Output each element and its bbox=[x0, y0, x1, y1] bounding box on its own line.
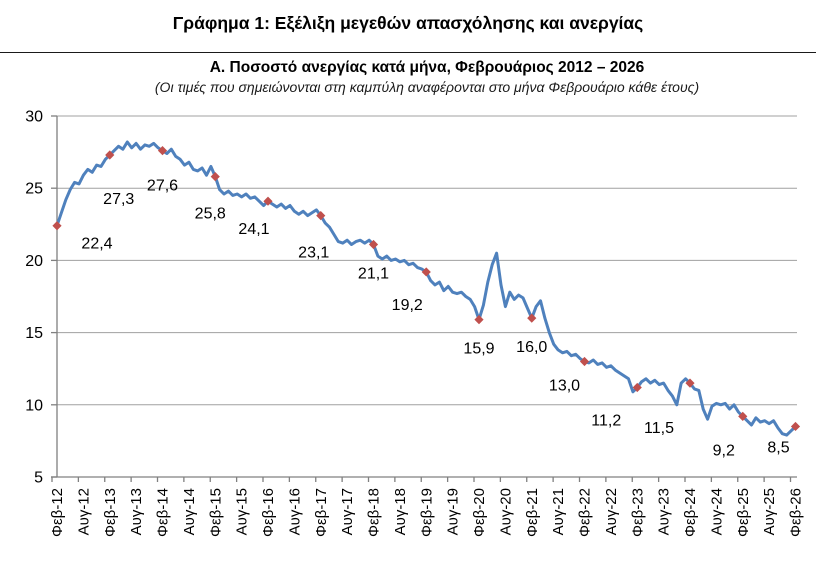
data-label: 9,2 bbox=[713, 442, 735, 459]
data-label: 21,1 bbox=[358, 266, 389, 283]
axes bbox=[51, 115, 797, 482]
marker-diamond bbox=[263, 196, 273, 206]
svg-text:10: 10 bbox=[25, 397, 43, 414]
data-label: 25,8 bbox=[195, 206, 226, 223]
data-label: 15,9 bbox=[463, 341, 494, 358]
data-label: 8,5 bbox=[767, 439, 789, 456]
svg-text:Αυγ-18: Αυγ-18 bbox=[392, 488, 409, 535]
marker-diamond bbox=[527, 313, 537, 323]
data-label: 24,1 bbox=[238, 221, 269, 238]
february-markers bbox=[52, 146, 801, 432]
marker-diamond bbox=[210, 172, 220, 182]
svg-text:Φεβ-24: Φεβ-24 bbox=[682, 488, 699, 537]
data-label: 11,2 bbox=[591, 412, 621, 429]
data-labels: 22,4 27,3 27,6 25,8 24,1 23,1 21,119,2 15,9 16,0… bbox=[81, 178, 789, 460]
svg-text:Φεβ-19: Φεβ-19 bbox=[418, 488, 435, 537]
data-label: 19,2 bbox=[392, 297, 423, 314]
marker-diamond bbox=[685, 378, 695, 388]
figure-title: Γράφημα 1: Εξέλιξη μεγεθών απασχόλησης κ… bbox=[172, 13, 644, 33]
data-label: 16,0 bbox=[516, 339, 547, 356]
marker-diamond bbox=[368, 239, 379, 250]
svg-text:Φεβ-13: Φεβ-13 bbox=[102, 488, 119, 537]
svg-text:Αυγ-21: Αυγ-21 bbox=[550, 488, 567, 535]
data-label: 11,5 bbox=[644, 420, 674, 437]
data-label: 27,3 bbox=[103, 191, 134, 208]
y-axis-labels: 5 10 15 20 25 30 bbox=[25, 109, 43, 487]
svg-text:Φεβ-12: Φεβ-12 bbox=[49, 488, 66, 537]
marker-diamond bbox=[157, 146, 168, 156]
data-label: 23,1 bbox=[298, 245, 329, 262]
svg-text:Αυγ-24: Αυγ-24 bbox=[708, 488, 725, 535]
svg-text:Αυγ-20: Αυγ-20 bbox=[497, 488, 514, 535]
marker-diamond bbox=[52, 221, 62, 231]
svg-text:Φεβ-18: Φεβ-18 bbox=[366, 488, 383, 537]
svg-text:Φεβ-17: Φεβ-17 bbox=[313, 488, 330, 537]
marker-diamond bbox=[579, 356, 590, 367]
svg-text:Φεβ-21: Φεβ-21 bbox=[524, 488, 541, 537]
svg-text:Φεβ-15: Φεβ-15 bbox=[207, 488, 224, 537]
chart-note: (Οι τιμές που σημειώνονται στη καμπύλη α… bbox=[154, 79, 700, 95]
marker-diamond bbox=[421, 267, 431, 277]
svg-text:20: 20 bbox=[25, 253, 43, 270]
svg-text:Φεβ-22: Φεβ-22 bbox=[577, 488, 594, 537]
svg-text:Αυγ-23: Αυγ-23 bbox=[656, 488, 673, 535]
marker-diamond bbox=[790, 421, 801, 432]
svg-text:Φεβ-20: Φεβ-20 bbox=[471, 488, 488, 537]
svg-text:Αυγ-19: Αυγ-19 bbox=[445, 488, 462, 535]
svg-text:Φεβ-16: Φεβ-16 bbox=[260, 488, 277, 537]
svg-text:Αυγ-16: Αυγ-16 bbox=[286, 488, 303, 535]
marker-diamond bbox=[632, 382, 642, 393]
svg-text:Αυγ-15: Αυγ-15 bbox=[234, 488, 251, 535]
svg-text:Φεβ-23: Φεβ-23 bbox=[629, 488, 646, 537]
title-divider bbox=[0, 52, 816, 53]
svg-text:Φεβ-14: Φεβ-14 bbox=[155, 488, 172, 537]
svg-text:15: 15 bbox=[25, 325, 43, 342]
marker-diamond bbox=[474, 315, 484, 325]
svg-text:Αυγ-12: Αυγ-12 bbox=[75, 488, 92, 535]
svg-text:Αυγ-17: Αυγ-17 bbox=[339, 488, 356, 535]
svg-text:30: 30 bbox=[25, 109, 43, 126]
gridlines bbox=[57, 115, 797, 406]
svg-text:Αυγ-14: Αυγ-14 bbox=[181, 488, 198, 535]
x-axis-labels: Φεβ-12 Αυγ-12 Φεβ-13 Αυγ-13 Φεβ-14 Αυγ-14 Φεβ-… bbox=[49, 488, 805, 537]
svg-text:5: 5 bbox=[34, 470, 43, 487]
svg-text:Αυγ-25: Αυγ-25 bbox=[761, 488, 778, 535]
marker-diamond bbox=[316, 211, 326, 221]
marker-diamond bbox=[738, 411, 748, 421]
svg-text:Φεβ-25: Φεβ-25 bbox=[735, 488, 752, 537]
svg-text:25: 25 bbox=[25, 181, 43, 198]
data-label: 13,0 bbox=[549, 377, 580, 394]
data-label: 22,4 bbox=[81, 236, 112, 253]
data-label: 27,6 bbox=[147, 178, 178, 195]
svg-text:Αυγ-22: Αυγ-22 bbox=[603, 488, 620, 535]
marker-diamond bbox=[105, 150, 115, 160]
svg-text:Φεβ-26: Φεβ-26 bbox=[788, 488, 805, 537]
chart-heading: Α. Ποσοστό ανεργίας κατά μήνα, Φεβρουάρι… bbox=[209, 59, 645, 76]
svg-text:Αυγ-13: Αυγ-13 bbox=[128, 488, 145, 535]
